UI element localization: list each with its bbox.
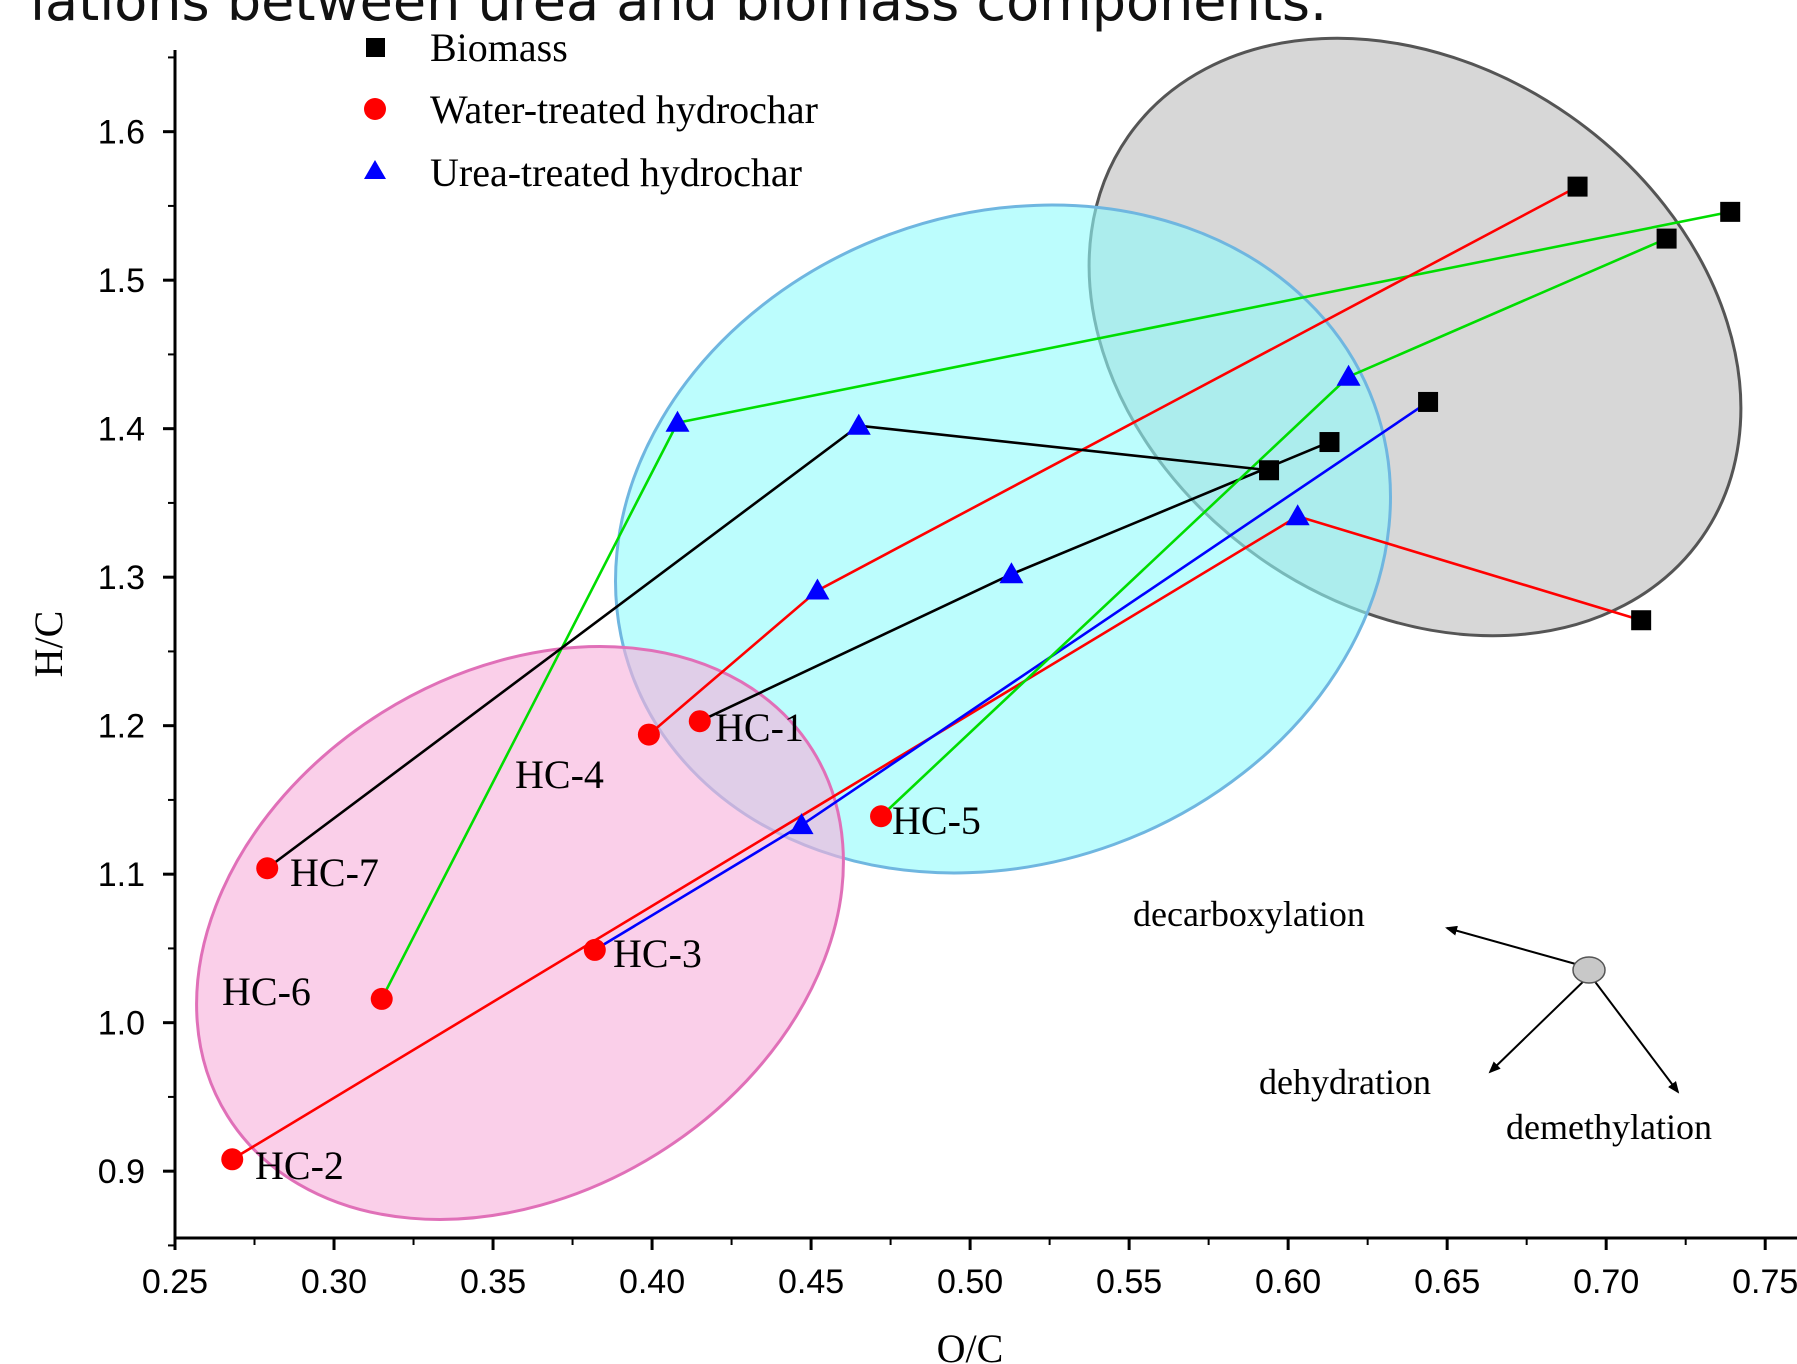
reaction-pathway-diagram: decarboxylation dehydration demethylatio… (1133, 894, 1712, 1147)
arrow-decarboxylation (1445, 925, 1591, 969)
x-tick-label: 0.65 (1414, 1263, 1480, 1301)
biomass-point-hc-3 (1418, 391, 1439, 412)
biomass-point-hc-5 (1656, 228, 1677, 249)
x-tick-label: 0.35 (460, 1263, 526, 1301)
data-label-hc-6: HC-6 (222, 969, 311, 1014)
y-tick-label: 1.1 (98, 856, 145, 894)
water-point-hc-3 (583, 938, 606, 961)
biomass-point-hc-1 (1319, 432, 1340, 453)
biomass-point-hc-7 (1259, 460, 1280, 481)
urea-point-hc-2 (1285, 504, 1310, 526)
biomass-point-hc-4 (1720, 201, 1741, 222)
data-label-hc-2: HC-2 (255, 1143, 344, 1188)
pathway-label-demethylation: demethylation (1506, 1107, 1712, 1147)
axes: 0.25 0.30 0.35 0.40 0.45 0.50 0.55 0.60 0.65 0.70… (26, 50, 1797, 1364)
legend-label-biomass: Biomass (430, 25, 568, 70)
y-tick-label: 0.9 (98, 1153, 145, 1191)
x-tick-label: 0.50 (937, 1263, 1003, 1301)
urea-point-hc-5 (1336, 364, 1361, 386)
legend-marker-biomass (366, 38, 385, 57)
x-tick-label: 0.60 (1255, 1263, 1321, 1301)
x-tick-label: 0.75 (1732, 1263, 1797, 1301)
urea-point-hc-4 (665, 410, 690, 432)
x-tick-label: 0.45 (778, 1263, 844, 1301)
legend-label-water-treated: Water-treated hydrochar (430, 87, 818, 132)
water-point-hc-7 (256, 857, 279, 880)
arrow-dehydration (1488, 974, 1591, 1074)
biomass-point-hc-6 (1567, 176, 1588, 197)
page-heading-fragment: lations between urea and biomass compone… (0, 0, 1797, 34)
data-points (221, 176, 1741, 1171)
y-ticks: 0.9 1.0 1.1 1.2 1.3 1.4 1.5 1.6 (98, 56, 175, 1247)
data-label-hc-7: HC-7 (290, 850, 379, 895)
x-ticks: 0.25 0.30 0.35 0.40 0.45 0.50 0.55 0.60 0.65 0.70… (142, 1238, 1797, 1301)
y-tick-label: 1.6 (98, 114, 145, 152)
y-tick-label: 1.4 (98, 411, 145, 449)
x-tick-label: 0.70 (1573, 1263, 1639, 1301)
legend: Biomass Water-treated hydrochar Urea-tre… (364, 25, 818, 195)
region-water-treated (195, 645, 845, 1221)
urea-point-hc-3 (789, 813, 814, 835)
pathway-label-dehydration: dehydration (1259, 1062, 1431, 1102)
biomass-point-hc-2 (1631, 610, 1652, 631)
water-point-hc-1 (688, 710, 711, 733)
legend-marker-urea-treated (364, 160, 386, 179)
water-point-hc-4 (370, 987, 393, 1010)
x-axis-label: O/C (937, 1326, 1004, 1364)
x-tick-label: 0.40 (619, 1263, 685, 1301)
data-label-hc-1: HC-1 (715, 705, 804, 750)
pathway-origin-node (1572, 956, 1606, 984)
urea-point-hc-7 (846, 413, 871, 435)
legend-marker-water-treated (364, 98, 386, 120)
pathway-label-decarboxylation: decarboxylation (1133, 894, 1365, 934)
y-tick-label: 1.2 (98, 708, 145, 746)
x-tick-label: 0.55 (1096, 1263, 1162, 1301)
legend-label-urea-treated: Urea-treated hydrochar (430, 150, 802, 195)
water-point-hc-2 (221, 1148, 244, 1171)
water-point-hc-5 (870, 805, 893, 828)
data-labels: HC-1 HC-2 HC-3 HC-4 HC-5 HC-6 HC-7 (222, 705, 981, 1188)
data-label-hc-5: HC-5 (892, 798, 981, 843)
y-tick-label: 1.0 (98, 1005, 145, 1043)
series-layer (221, 176, 1741, 1171)
water-point-hc-6 (637, 723, 660, 746)
y-axis-label: H/C (26, 611, 71, 678)
urea-point-hc-1 (999, 562, 1024, 584)
y-tick-label: 1.3 (98, 559, 145, 597)
arrow-demethylation (1589, 974, 1680, 1094)
x-tick-label: 0.25 (142, 1263, 208, 1301)
data-label-hc-3: HC-3 (613, 931, 702, 976)
urea-point-hc-6 (805, 578, 830, 600)
x-tick-label: 0.30 (301, 1263, 367, 1301)
y-tick-label: 1.5 (98, 262, 145, 300)
page-heading-text: lations between urea and biomass compone… (30, 0, 1328, 33)
data-label-hc-4: HC-4 (515, 752, 604, 797)
